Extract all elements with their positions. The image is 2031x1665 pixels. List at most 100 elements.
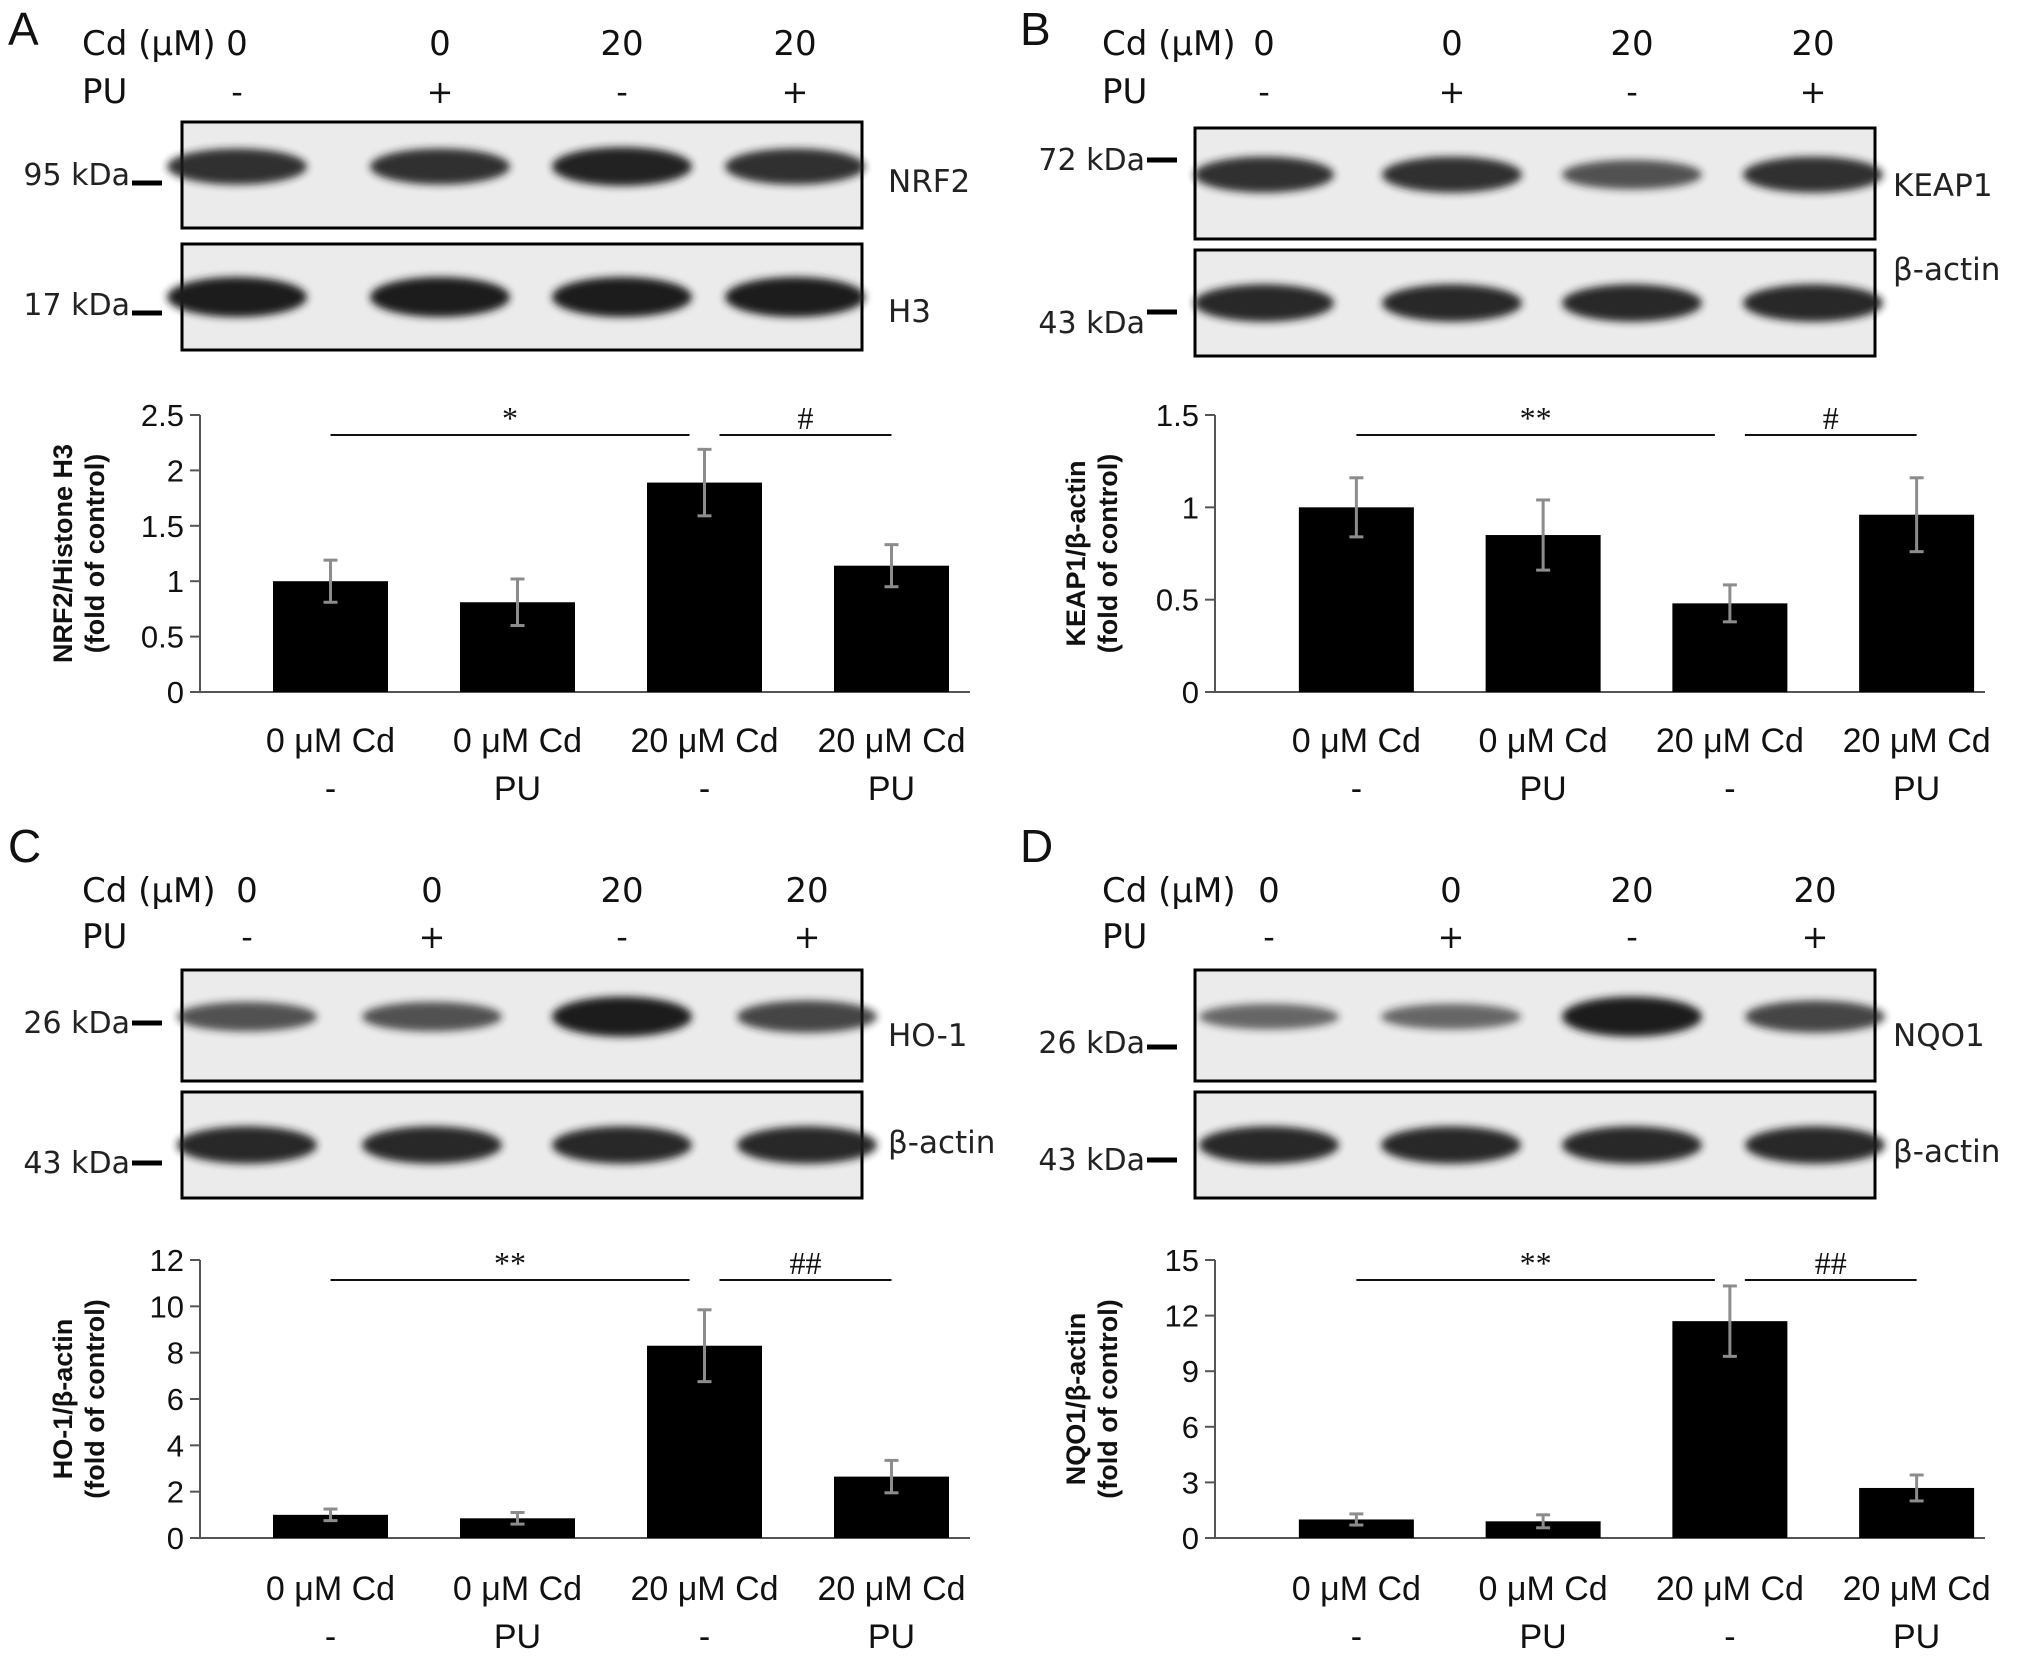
blot-loading-control: 17 kDa H3 <box>23 242 931 352</box>
y-axis-label-line1: NQO1/β-actin <box>1061 1313 1091 1486</box>
x-category-label: 0 μM Cd <box>266 722 395 760</box>
protein-label: KEAP1 <box>1893 168 1993 204</box>
y-tick-label: 15 <box>1165 1243 1199 1278</box>
cd-header-label: Cd (μM) <box>1102 871 1236 911</box>
x-category-sublabel: PU <box>494 770 541 808</box>
y-tick-label: 10 <box>150 1289 184 1324</box>
blot-target: 72 kDa KEAP1 <box>1038 126 1993 241</box>
cd-value: 0 <box>421 871 443 911</box>
blot-band <box>1382 156 1522 193</box>
blot-band <box>1199 1126 1339 1164</box>
kda-marker-label: 17 kDa <box>23 288 130 323</box>
y-axis-label-line2: (fold of control) <box>80 1299 110 1498</box>
blot-band <box>1562 1126 1702 1164</box>
y-tick-label: 0 <box>167 675 184 710</box>
bar-chart: 0 3 6 9 12 15 NQO1/β-actin(fold of control) 0 μ… <box>1061 1243 1991 1656</box>
x-category-sublabel: - <box>1351 1618 1362 1656</box>
blot-band <box>1382 284 1522 322</box>
x-category-sublabel: PU <box>494 1618 541 1656</box>
bar <box>273 1514 388 1538</box>
blot-band <box>1194 156 1334 193</box>
x-category-sublabel: PU <box>1520 1618 1567 1656</box>
panel-letter: B <box>1020 3 1051 55</box>
y-tick-label: 4 <box>167 1428 184 1463</box>
blot-band <box>1199 1003 1339 1030</box>
cd-value: 20 <box>1791 24 1834 64</box>
y-tick-label: 0 <box>1182 1521 1199 1556</box>
blot-band <box>1743 156 1883 193</box>
blot-band <box>1745 1126 1885 1164</box>
pu-value: + <box>782 73 809 111</box>
pu-value: + <box>419 918 446 956</box>
pu-value: + <box>794 918 821 956</box>
cd-header-label: Cd (μM) <box>82 24 216 64</box>
blot-band <box>552 1126 692 1164</box>
cd-value: 20 <box>1610 871 1653 911</box>
blot-target: 26 kDa HO-1 <box>23 968 967 1083</box>
y-tick-label: 12 <box>150 1243 184 1278</box>
blot-band <box>1562 159 1702 190</box>
cd-value: 0 <box>1253 24 1275 64</box>
cd-value: 20 <box>1610 24 1653 64</box>
pu-value: - <box>616 73 628 111</box>
y-tick-label: 1.5 <box>1156 398 1199 433</box>
x-category-label: 0 μM Cd <box>266 1570 395 1608</box>
kda-marker-label: 72 kDa <box>1038 143 1145 178</box>
blot-band <box>1743 284 1883 322</box>
pu-header-label: PU <box>82 72 127 112</box>
blot-loading-control: 43 kDa β-actin <box>1038 248 2000 358</box>
y-tick-label: 1 <box>1182 490 1199 525</box>
pu-value: - <box>231 73 243 111</box>
cd-value: 20 <box>1793 871 1836 911</box>
x-category-label: 20 μM Cd <box>1843 722 1991 760</box>
significance-label: ## <box>790 1245 822 1281</box>
x-category-sublabel: PU <box>1893 1618 1940 1656</box>
blot-loading-control: 43 kDa β-actin <box>1038 1090 2000 1200</box>
x-category-label: 0 μM Cd <box>1292 722 1421 760</box>
x-category-label: 0 μM Cd <box>1479 722 1608 760</box>
pu-value: - <box>241 918 253 956</box>
bar-chart: 0 2 4 6 8 10 12 HO-1/β-actin(fold of control) 0 … <box>48 1243 970 1656</box>
panel-d: D Cd (μM) PU 0 0 20 20 - + - +26 kDa NQO1 43 kDa β-ac… <box>1020 820 2000 1656</box>
blot-band <box>1562 284 1702 322</box>
blot-band <box>1381 1003 1521 1030</box>
x-category-label: 0 μM Cd <box>1479 1570 1608 1608</box>
x-category-sublabel: - <box>699 1618 710 1656</box>
x-category-sublabel: PU <box>1520 770 1567 808</box>
blot-target: 95 kDa NRF2 <box>23 120 970 230</box>
cd-header-label: Cd (μM) <box>1102 24 1236 64</box>
kda-marker-label: 26 kDa <box>23 1006 130 1041</box>
pu-value: + <box>1439 73 1466 111</box>
pu-value: - <box>1258 73 1270 111</box>
x-category-label: 20 μM Cd <box>1656 722 1804 760</box>
x-category-label: 20 μM Cd <box>817 722 965 760</box>
blot-band <box>737 1126 877 1164</box>
panel-c: CCd (μM)PU0 0 20 20- + - +26 kDa HO-143 kDaβ-ac… <box>8 820 995 1656</box>
y-tick-label: 0 <box>1182 675 1199 710</box>
significance-label: * <box>502 400 518 436</box>
y-axis-label-line1: NRF2/Histone H3 <box>48 444 78 663</box>
y-tick-label: 1.5 <box>141 509 184 544</box>
x-category-sublabel: - <box>1351 770 1362 808</box>
cd-header-label: Cd (μM) <box>82 871 216 911</box>
blot-band <box>552 147 692 186</box>
y-axis-label: NRF2/Histone H3(fold of control) <box>48 444 110 663</box>
pu-header-label: PU <box>1102 72 1147 112</box>
pu-value: + <box>1802 918 1829 956</box>
protein-label: β-actin <box>888 1125 995 1161</box>
x-category-sublabel: PU <box>868 770 915 808</box>
blot-band <box>362 1126 502 1164</box>
cd-value: 0 <box>236 871 258 911</box>
y-tick-label: 0.5 <box>1156 583 1199 618</box>
y-tick-label: 8 <box>167 1336 184 1371</box>
cd-value: 20 <box>773 24 816 64</box>
bar <box>647 482 762 692</box>
y-axis-label-line2: (fold of control) <box>1093 454 1123 653</box>
y-axis-label: NQO1/β-actin(fold of control) <box>1061 1299 1123 1498</box>
y-axis-label-line1: HO-1/β-actin <box>48 1319 78 1480</box>
blot-loading-control: 43 kDa β-actin <box>23 1090 995 1200</box>
blot-band <box>1381 1126 1521 1164</box>
cd-value: 0 <box>1258 871 1280 911</box>
significance-label: ## <box>1815 1245 1847 1281</box>
y-axis-label: KEAP1/β-actin(fold of control) <box>1061 454 1123 653</box>
